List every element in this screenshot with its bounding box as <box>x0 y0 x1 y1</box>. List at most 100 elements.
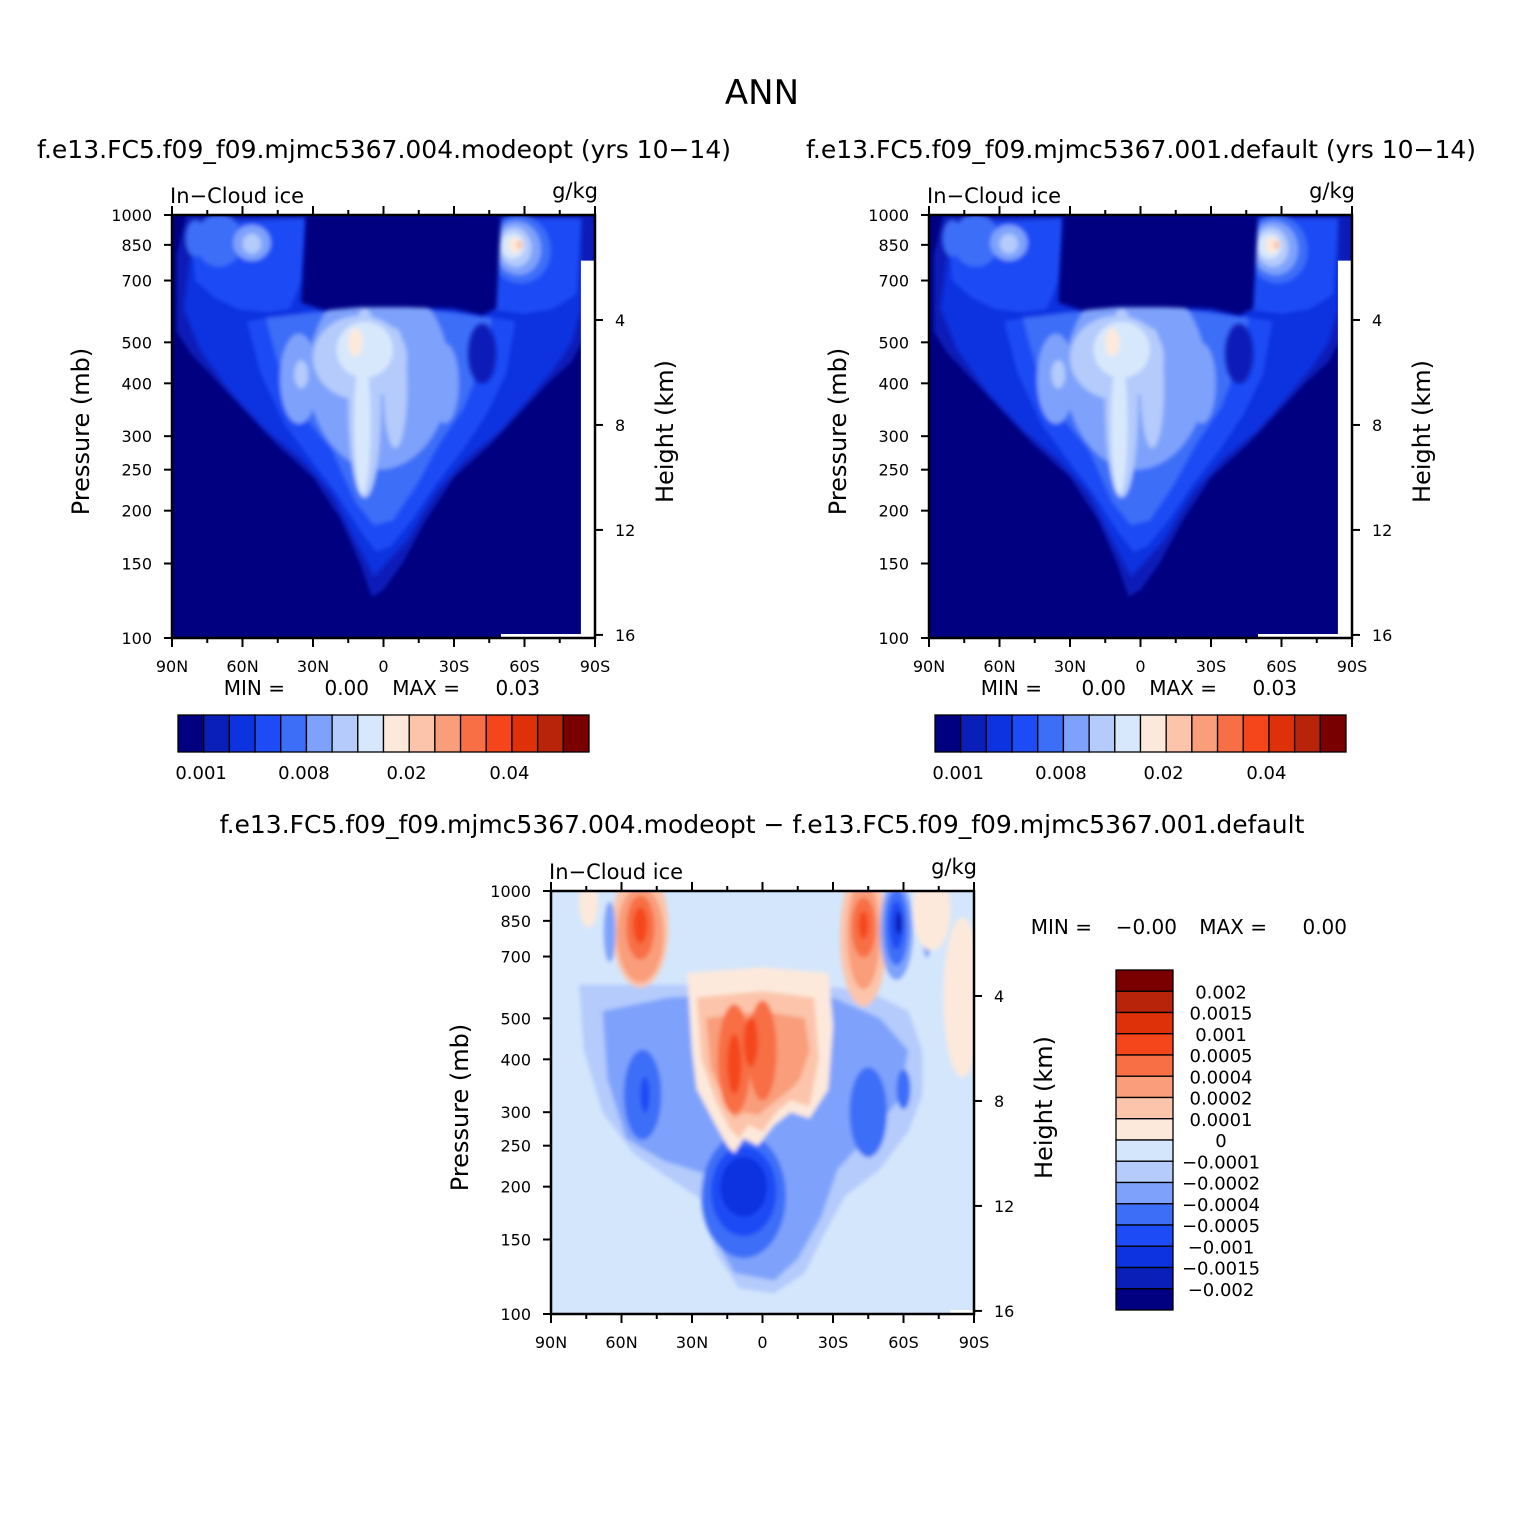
y-tick-label: 1000 <box>111 206 152 225</box>
variable-label: In−Cloud ice <box>549 860 683 884</box>
colorbar-swatch <box>280 714 308 753</box>
y2-tick-label: 16 <box>615 626 635 645</box>
colorbar-swatch <box>177 714 205 753</box>
colorbar-label: 0.0001 <box>1190 1110 1253 1131</box>
y2-tick-label: 8 <box>994 1092 1004 1111</box>
y-tick-label: 100 <box>500 1305 531 1324</box>
colorbar-label: −0.002 <box>1188 1280 1255 1301</box>
colorbar-label: 0.0002 <box>1190 1089 1253 1110</box>
contour-negative <box>849 1067 888 1158</box>
min-label: MIN = <box>224 676 285 700</box>
contour-pockets <box>1058 215 1258 384</box>
colorbar-swatch <box>1115 1118 1174 1141</box>
contour-shapes <box>176 215 595 597</box>
x-tick-label: 60S <box>509 657 540 676</box>
max-label: MAX = <box>1149 676 1217 700</box>
colorbar-swatch <box>1115 969 1174 992</box>
contour-lowlevel <box>633 907 648 944</box>
contour-negative <box>896 1069 911 1110</box>
colorbar-swatch <box>1242 714 1270 753</box>
min-value: 0.00 <box>324 676 369 700</box>
max-label: MAX = <box>392 676 460 700</box>
x-tick-label: 90N <box>913 657 945 676</box>
colorbar-label: 0.04 <box>489 763 529 784</box>
y-tick-label: 200 <box>121 502 152 521</box>
y-tick-label: 300 <box>121 427 152 446</box>
x-tick-label: 0 <box>757 1333 767 1352</box>
panel-modeopt: f.e13.FC5.f09_f09.mjmc5367.004.modeopt (… <box>37 135 731 784</box>
y-axis-label: Pressure (mb) <box>446 1024 474 1191</box>
colorbar-swatch <box>1216 714 1244 753</box>
x-tick-label: 90N <box>535 1333 567 1352</box>
min-value: 0.00 <box>1081 676 1126 700</box>
contour-core <box>943 220 962 257</box>
y-tick-label: 1000 <box>490 882 531 901</box>
y-axis-label: Pressure (mb) <box>67 348 95 515</box>
colorbar-label: 0.0015 <box>1190 1004 1253 1025</box>
colorbar-label: −0.0004 <box>1182 1195 1260 1216</box>
colorbar-label: −0.001 <box>1188 1237 1255 1258</box>
contour-center <box>294 360 309 389</box>
contour-shapes <box>933 215 1352 597</box>
colorbar-label: 0.04 <box>1246 763 1286 784</box>
colorbar-label: 0.0005 <box>1190 1046 1253 1067</box>
contour-core <box>186 220 205 257</box>
y2-tick-label: 4 <box>994 987 1004 1006</box>
x-tick-label: 60S <box>888 1333 919 1352</box>
y-tick-label: 850 <box>878 236 909 255</box>
colorbar-swatch <box>459 714 487 753</box>
contour-fill-layers <box>172 215 595 638</box>
contour-pocket <box>1058 215 1258 316</box>
terrain-mask <box>950 1310 974 1314</box>
y-tick-label: 200 <box>500 1178 531 1197</box>
colorbar-swatch <box>254 714 282 753</box>
colorbar-label: 0.001 <box>175 763 227 784</box>
contour-core <box>195 215 243 267</box>
y-tick-label: 700 <box>121 272 152 291</box>
colorbar-label: 0.002 <box>1195 982 1247 1003</box>
units-label: g/kg <box>552 179 598 203</box>
y-tick-label: 250 <box>500 1137 531 1156</box>
colorbar-swatch <box>1319 714 1347 753</box>
y2-tick-label: 12 <box>615 521 635 540</box>
colorbar-swatch <box>434 714 462 753</box>
y-tick-label: 700 <box>878 272 909 291</box>
x-tick-label: 30N <box>676 1333 708 1352</box>
colorbar-swatch <box>1037 714 1065 753</box>
contour-center <box>430 343 459 424</box>
colorbar-label: 0.02 <box>387 763 427 784</box>
colorbar-label: −0.0002 <box>1182 1174 1260 1195</box>
colorbar-swatch <box>1115 1203 1174 1226</box>
colorbar-swatch <box>331 714 359 753</box>
y2-tick-label: 8 <box>1372 416 1382 435</box>
variable-label: In−Cloud ice <box>170 184 304 208</box>
panel-title: f.e13.FC5.f09_f09.mjmc5367.001.default (… <box>806 135 1476 164</box>
y-tick-label: 200 <box>878 502 909 521</box>
colorbar-swatch <box>1165 714 1193 753</box>
contour-lowlevel <box>943 917 974 1078</box>
contour-pocket <box>1225 323 1254 384</box>
colorbar-swatch <box>228 714 256 753</box>
panel-title: f.e13.FC5.f09_f09.mjmc5367.004.modeopt −… <box>220 810 1305 839</box>
contour-lowlevel <box>912 891 951 951</box>
terrain-mask <box>1337 260 1352 638</box>
terrain-mask <box>501 634 595 638</box>
min-label: MIN = <box>981 676 1042 700</box>
contour-core <box>999 233 1019 254</box>
x-tick-label: 30S <box>818 1333 849 1352</box>
units-label: g/kg <box>931 855 977 879</box>
y-tick-label: 250 <box>878 461 909 480</box>
contour-center <box>1122 336 1131 349</box>
colorbar-swatch <box>1191 714 1219 753</box>
y-tick-label: 400 <box>121 374 152 393</box>
colorbar-label: 0 <box>1215 1131 1226 1152</box>
y-tick-label: 500 <box>878 333 909 352</box>
y2-tick-label: 16 <box>1372 626 1392 645</box>
x-tick-label: 30N <box>297 657 329 676</box>
y-tick-label: 700 <box>500 948 531 967</box>
contour-lowlevel <box>579 891 598 928</box>
colorbar-label: −0.0005 <box>1182 1216 1260 1237</box>
min-value: −0.00 <box>1116 915 1177 939</box>
contour-fill-layers <box>551 891 974 1314</box>
